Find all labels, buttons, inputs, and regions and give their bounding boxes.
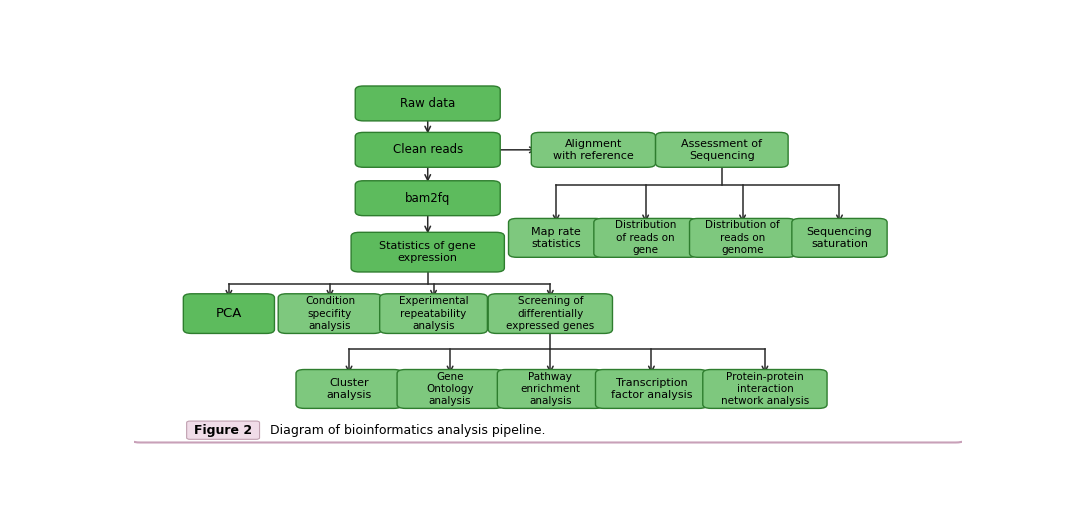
Text: Protein-protein
interaction
network analysis: Protein-protein interaction network anal… [721,371,809,406]
Text: Statistics of gene
expression: Statistics of gene expression [379,241,476,263]
Text: Pathway
enrichment
analysis: Pathway enrichment analysis [521,371,580,406]
FancyBboxPatch shape [397,370,503,408]
Text: Distribution of
reads on
genome: Distribution of reads on genome [706,220,780,255]
Text: Assessment of
Sequencing: Assessment of Sequencing [681,139,762,161]
Text: Raw data: Raw data [400,97,455,110]
Text: Map rate
statistics: Map rate statistics [531,227,582,249]
FancyBboxPatch shape [355,132,500,167]
Text: bam2fq: bam2fq [405,192,450,205]
Text: Diagram of bioinformatics analysis pipeline.: Diagram of bioinformatics analysis pipel… [270,424,546,437]
FancyBboxPatch shape [296,370,402,408]
FancyBboxPatch shape [509,218,604,258]
Text: Experimental
repeatability
analysis: Experimental repeatability analysis [399,296,468,331]
FancyBboxPatch shape [355,181,500,216]
Text: Sequencing
saturation: Sequencing saturation [807,227,872,249]
FancyBboxPatch shape [702,370,827,408]
FancyBboxPatch shape [351,232,505,272]
Text: Clean reads: Clean reads [392,143,463,157]
Text: Condition
specifity
analysis: Condition specifity analysis [305,296,355,331]
FancyBboxPatch shape [595,370,708,408]
Text: Transcription
factor analysis: Transcription factor analysis [610,378,692,400]
Text: Alignment
with reference: Alignment with reference [553,139,634,161]
FancyBboxPatch shape [690,218,795,258]
Text: Figure 2: Figure 2 [195,424,252,437]
FancyBboxPatch shape [184,294,275,333]
FancyBboxPatch shape [278,294,382,333]
Text: PCA: PCA [216,307,242,320]
FancyBboxPatch shape [792,218,887,258]
Text: Cluster
analysis: Cluster analysis [326,378,372,400]
Text: Distribution
of reads on
gene: Distribution of reads on gene [615,220,677,255]
FancyBboxPatch shape [594,218,697,258]
FancyBboxPatch shape [187,421,260,439]
FancyBboxPatch shape [655,132,788,167]
FancyBboxPatch shape [128,60,967,442]
FancyBboxPatch shape [489,294,613,333]
FancyBboxPatch shape [497,370,603,408]
FancyBboxPatch shape [379,294,487,333]
FancyBboxPatch shape [355,86,500,121]
FancyBboxPatch shape [531,132,655,167]
Text: Screening of
differentially
expressed genes: Screening of differentially expressed ge… [507,296,594,331]
Text: Gene
Ontology
analysis: Gene Ontology analysis [427,371,474,406]
